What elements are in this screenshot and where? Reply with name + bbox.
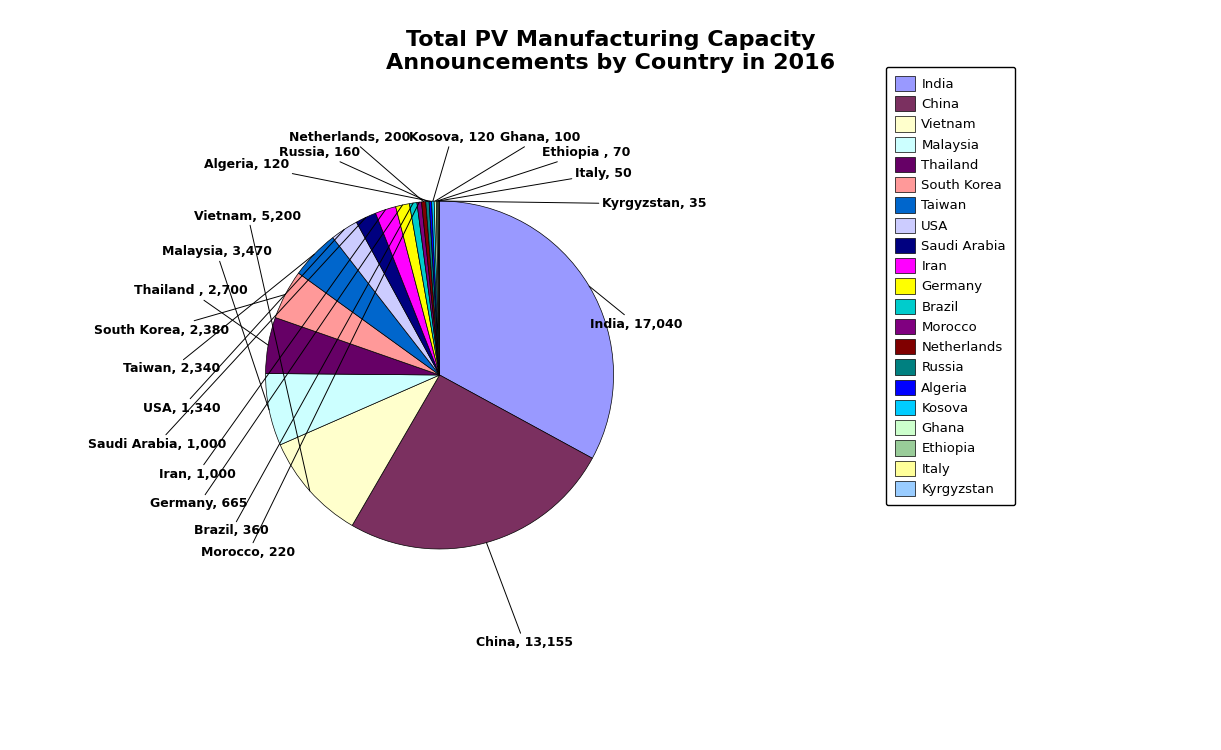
Text: Netherlands, 200: Netherlands, 200 <box>289 131 424 202</box>
Wedge shape <box>429 201 440 375</box>
Wedge shape <box>440 201 614 458</box>
Wedge shape <box>416 202 440 375</box>
Text: China, 13,155: China, 13,155 <box>475 542 573 649</box>
Text: Russia, 160: Russia, 160 <box>278 146 427 202</box>
Text: South Korea, 2,380: South Korea, 2,380 <box>94 295 286 337</box>
Text: Algeria, 120: Algeria, 120 <box>204 158 430 201</box>
Text: Iran, 1,000: Iran, 1,000 <box>159 209 386 481</box>
Wedge shape <box>409 202 440 375</box>
Text: USA, 1,340: USA, 1,340 <box>143 230 344 415</box>
Text: India, 17,040: India, 17,040 <box>590 286 683 331</box>
Wedge shape <box>352 375 592 549</box>
Text: Kyrgyzstan, 35: Kyrgyzstan, 35 <box>440 197 706 211</box>
Wedge shape <box>376 207 440 375</box>
Text: Germany, 665: Germany, 665 <box>150 205 403 511</box>
Wedge shape <box>438 201 440 375</box>
Wedge shape <box>275 273 440 375</box>
Wedge shape <box>333 222 440 375</box>
Text: Vietnam, 5,200: Vietnam, 5,200 <box>194 209 310 490</box>
Wedge shape <box>435 201 440 375</box>
Text: Kosova, 120: Kosova, 120 <box>409 131 495 201</box>
Text: Total PV Manufacturing Capacity
Announcements by Country in 2016: Total PV Manufacturing Capacity Announce… <box>386 30 835 74</box>
Text: Malaysia, 3,470: Malaysia, 3,470 <box>161 245 271 410</box>
Wedge shape <box>357 213 440 375</box>
Wedge shape <box>436 201 440 375</box>
Text: Brazil, 360: Brazil, 360 <box>194 203 413 538</box>
Wedge shape <box>421 202 440 375</box>
Text: Morocco, 220: Morocco, 220 <box>201 202 419 559</box>
Text: Ethiopia , 70: Ethiopia , 70 <box>437 146 630 201</box>
Wedge shape <box>265 317 440 375</box>
Legend: India, China, Vietnam, Malaysia, Thailand, South Korea, Taiwan, USA, Saudi Arabi: India, China, Vietnam, Malaysia, Thailan… <box>885 67 1015 506</box>
Wedge shape <box>426 201 440 375</box>
Text: Ghana, 100: Ghana, 100 <box>435 131 580 201</box>
Wedge shape <box>265 374 440 445</box>
Text: Saudi Arabia, 1,000: Saudi Arabia, 1,000 <box>88 217 366 451</box>
Wedge shape <box>432 201 440 375</box>
Text: Taiwan, 2,340: Taiwan, 2,340 <box>123 254 314 376</box>
Wedge shape <box>280 375 440 526</box>
Text: Thailand , 2,700: Thailand , 2,700 <box>134 284 269 345</box>
Text: Italy, 50: Italy, 50 <box>438 167 631 201</box>
Wedge shape <box>298 238 440 375</box>
Wedge shape <box>396 204 440 375</box>
